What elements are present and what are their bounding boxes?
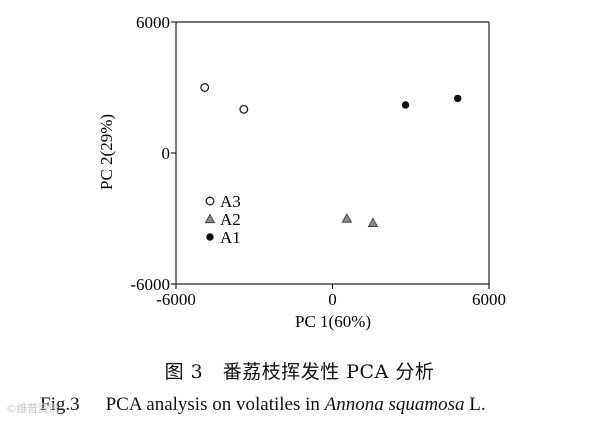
point-a3 bbox=[239, 104, 249, 114]
x-tick-label: 0 bbox=[328, 290, 337, 309]
point-a1 bbox=[454, 94, 462, 103]
point-a2 bbox=[367, 217, 379, 227]
y-tick-label: -6000 bbox=[130, 275, 170, 294]
axis-ticks: 6000 0 -6000-6000 0 6000 bbox=[130, 13, 506, 309]
y-axis-label: PC 2(29%) bbox=[97, 114, 116, 190]
legend-label-a2: A2 bbox=[220, 210, 241, 229]
legend-label-a1: A1 bbox=[220, 228, 241, 247]
watermark: ©维普资讯 bbox=[6, 402, 59, 415]
point-a2 bbox=[341, 213, 353, 223]
caption-text: PCA analysis on volatiles in bbox=[105, 394, 325, 415]
data-points bbox=[200, 83, 462, 227]
figure-caption-chinese: 图 3 番荔枝挥发性 PCA 分析 bbox=[164, 361, 435, 383]
x-tick-label: 6000 bbox=[472, 290, 506, 309]
legend-label-a3: A3 bbox=[220, 192, 241, 211]
point-a3 bbox=[200, 83, 210, 92]
x-axis-label: PC 1(60%) bbox=[295, 312, 371, 331]
caption-tail: L. bbox=[464, 394, 486, 415]
legend-marker-a3 bbox=[205, 196, 215, 206]
species-name: Annona squamosa bbox=[324, 394, 465, 415]
legend-marker-a2 bbox=[204, 213, 216, 224]
y-tick-label: 0 bbox=[162, 144, 171, 163]
legend-marker-a1 bbox=[206, 233, 214, 241]
x-tick-label: -6000 bbox=[156, 290, 196, 309]
figure-number: Fig.3 bbox=[40, 394, 80, 415]
figure-caption-english: Fig.3 PCA analysis on volatiles in Annona… bbox=[40, 394, 486, 416]
y-tick-label: 6000 bbox=[136, 13, 170, 32]
point-a1 bbox=[401, 101, 410, 109]
